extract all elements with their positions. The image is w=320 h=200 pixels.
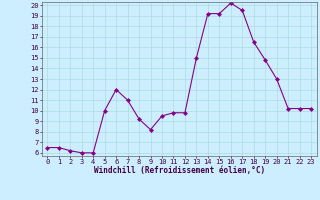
X-axis label: Windchill (Refroidissement éolien,°C): Windchill (Refroidissement éolien,°C) (94, 166, 265, 175)
